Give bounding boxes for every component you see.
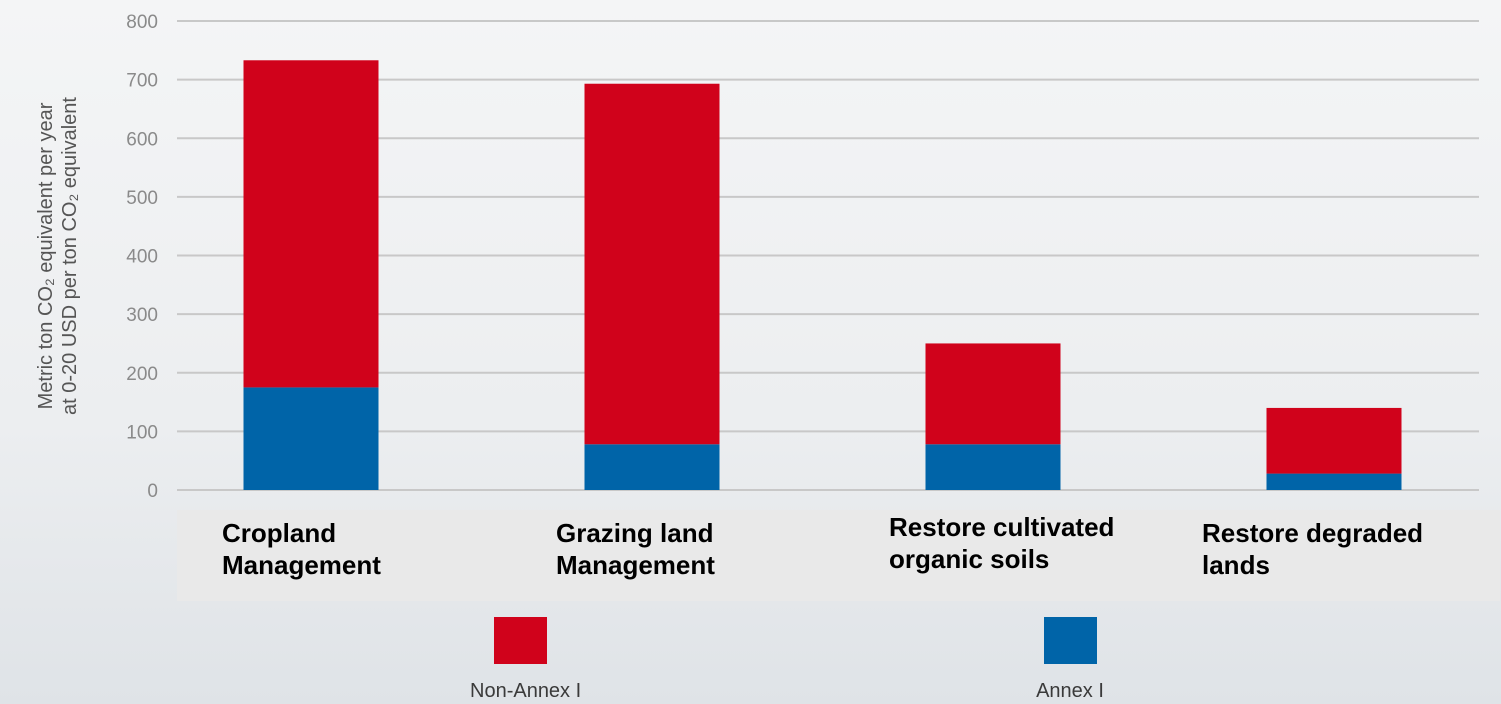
gridlines [177,20,1479,491]
legend-item-non-annex-i: Non-Annex I [470,617,582,703]
y-tick-label: 400 [126,247,158,268]
bar-segment-annex-i [584,444,720,490]
legend-item-annex-i: Annex I [1020,617,1120,703]
y-tick-label: 300 [126,305,158,326]
bar-segment-annex-i [925,444,1061,490]
bar-segment-annex-i [1266,473,1402,490]
y-tick-label: 200 [126,364,158,385]
bar-segment-non-annex-i [584,83,720,445]
legend-swatch [493,617,547,664]
y-tick-label: 800 [126,12,158,33]
category-label: Restore cultivated organic soils [889,512,1115,574]
bar-segment-annex-i [243,387,379,490]
bars [243,60,1402,490]
bar-segment-non-annex-i [1266,407,1402,474]
y-tick-label: 600 [126,129,158,150]
category-label: Grazing land Management [556,518,715,580]
legend-label: Non-Annex I [470,680,582,702]
y-axis-label-line: Metric ton CO₂ equivalent per year [35,102,57,409]
y-tick-label: 500 [126,188,158,209]
bar-segment-non-annex-i [243,60,379,388]
y-axis-ticks: 0 100 200 300 400 500 600 700 800 [126,12,158,502]
y-tick-label: 700 [126,71,158,92]
y-tick-label: 0 [147,481,158,502]
category-label: Restore degraded lands [1202,518,1424,580]
y-tick-label: 100 [126,422,158,443]
y-axis-label: Metric ton CO₂ equivalent per year at 0-2… [35,97,81,415]
y-axis-label-line: at 0-20 USD per ton CO₂ equivalent [59,97,81,415]
category-label-panel: Cropland Management Grazing land Managem… [177,510,1500,601]
category-label: Cropland Management [222,518,381,580]
legend-swatch [1043,617,1097,664]
legend-label: Annex I [1036,680,1104,702]
bar-segment-non-annex-i [925,343,1061,445]
